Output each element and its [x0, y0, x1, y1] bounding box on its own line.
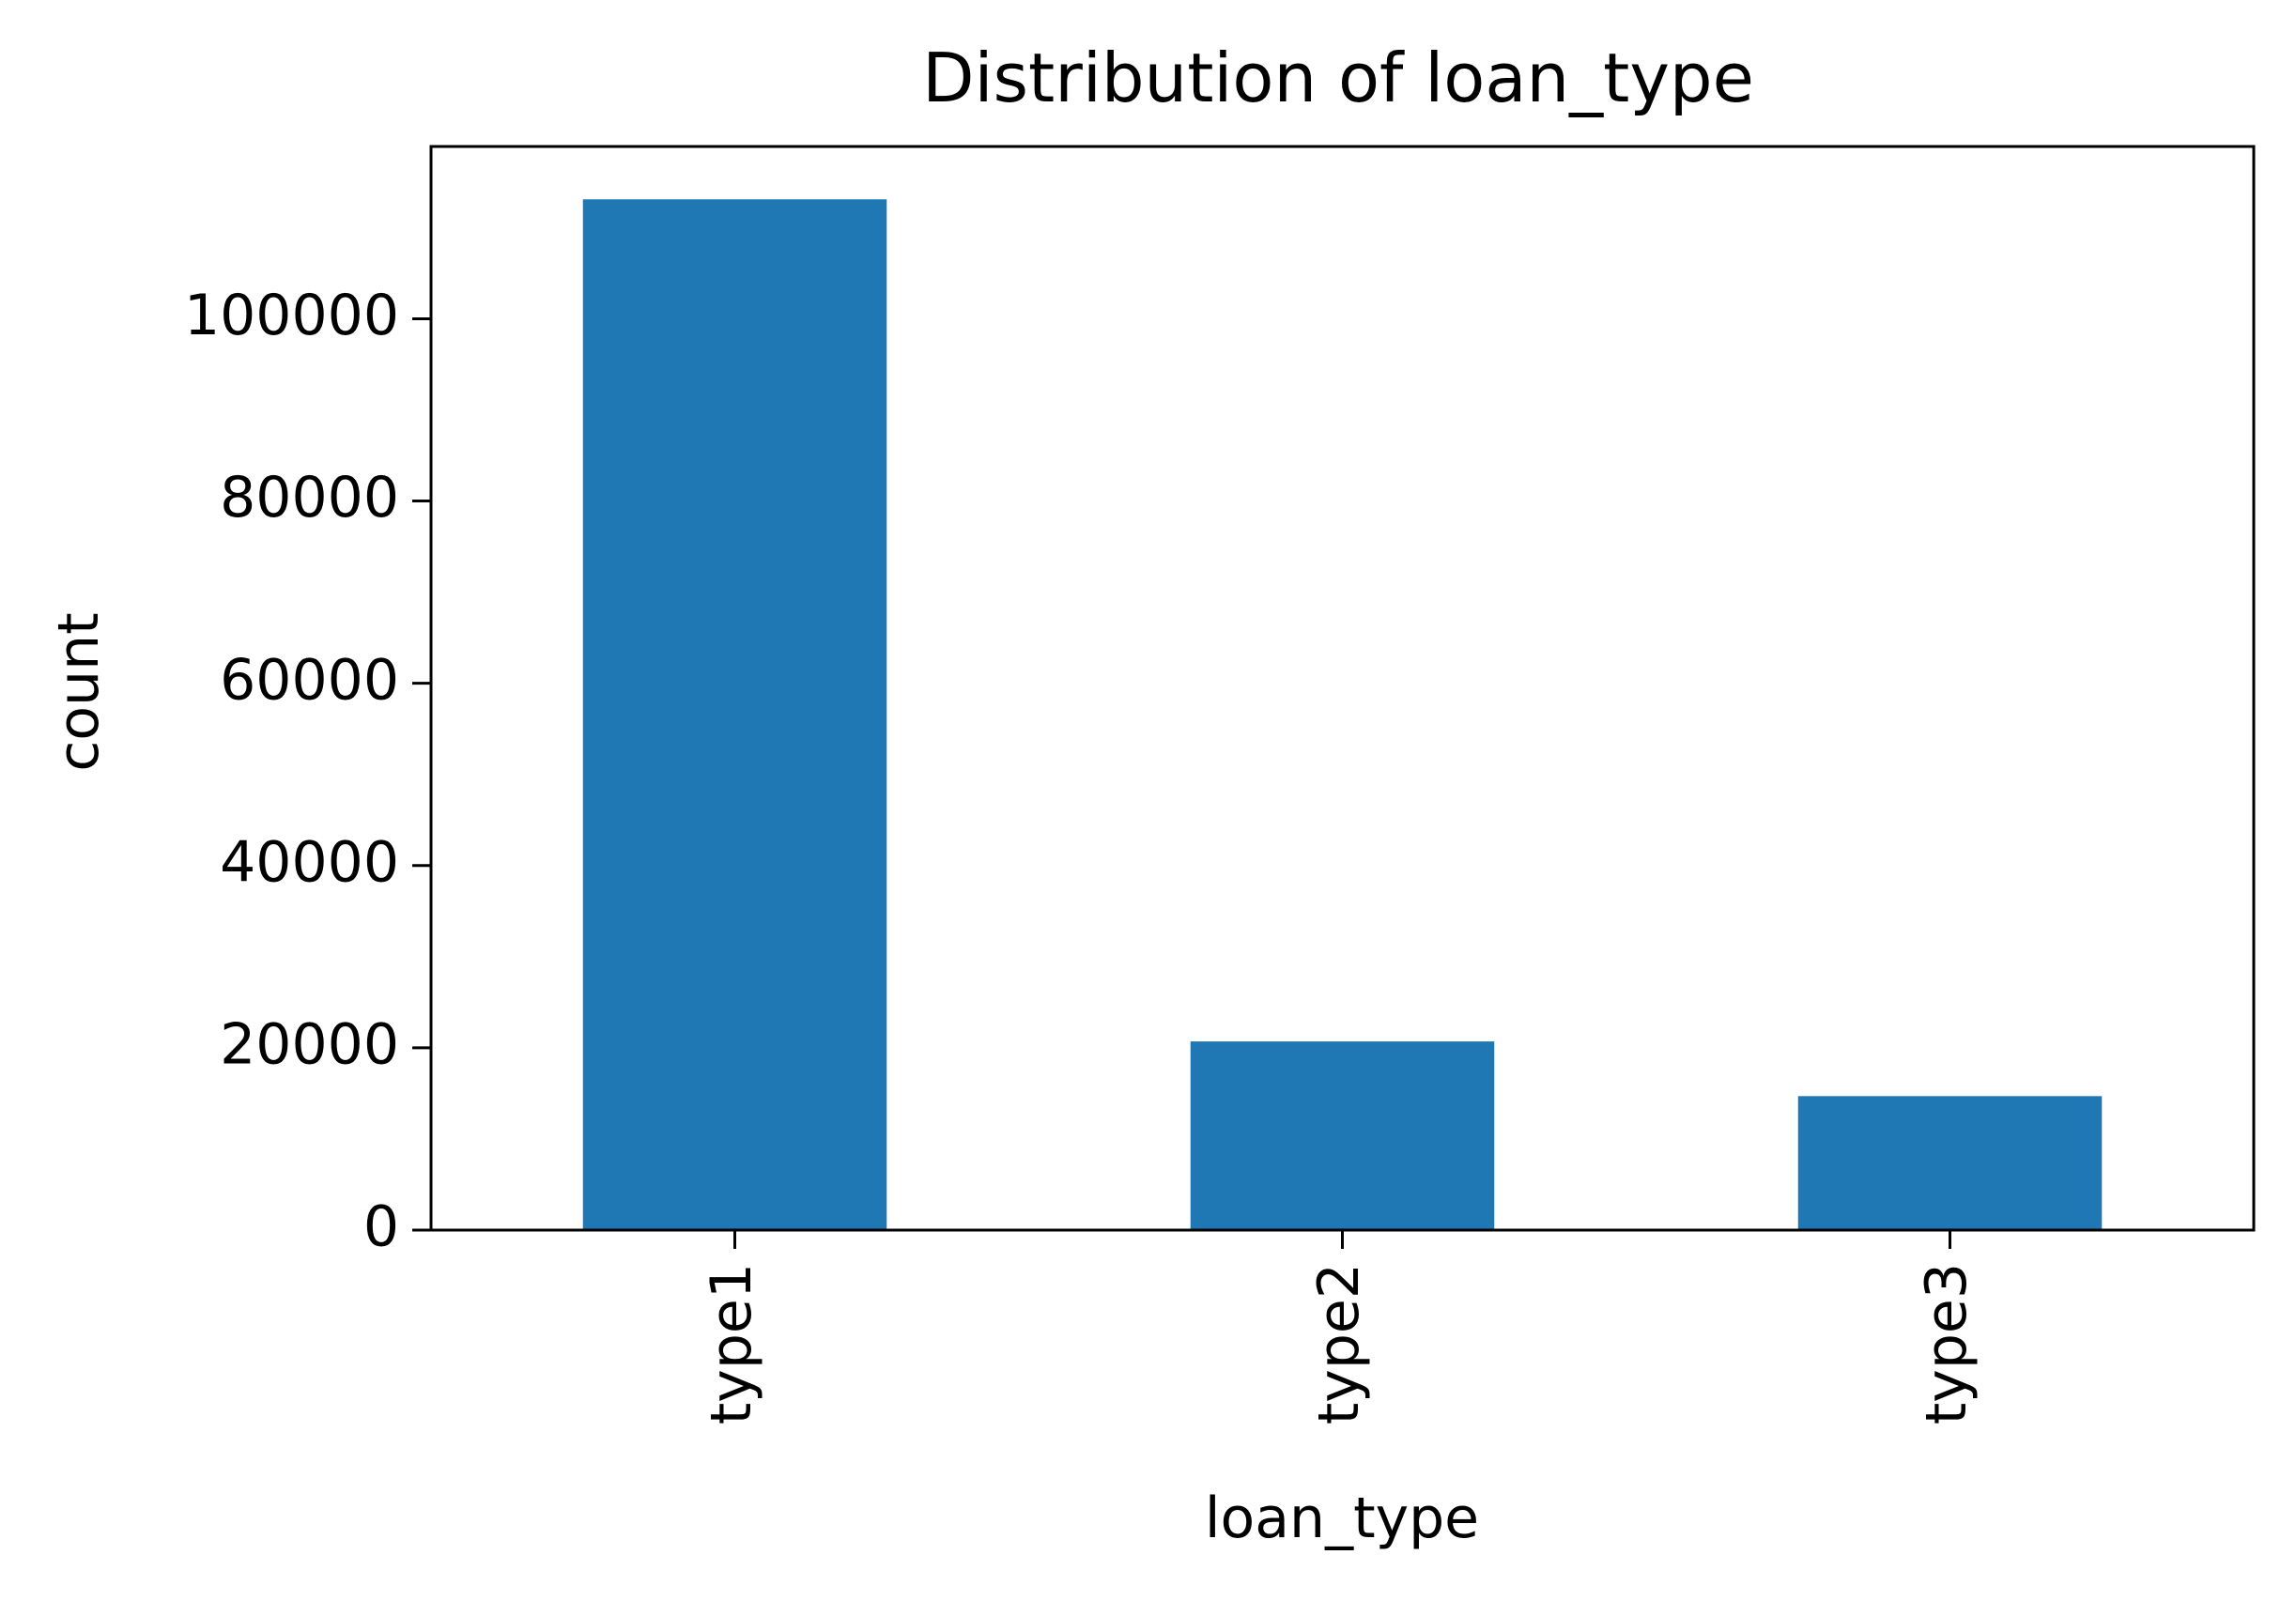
y-tick-label-20000: 20000 — [220, 1011, 399, 1077]
y-axis-label: count — [46, 612, 112, 771]
plot-area — [429, 145, 2256, 1232]
x-tick-label-type1: type1 — [699, 1263, 764, 1424]
y-axis-ticks: 0 20000 40000 60000 80000 100000 — [184, 283, 431, 1260]
y-tick-label-80000: 80000 — [220, 465, 399, 531]
x-axis-label: loan_type — [1205, 1486, 1479, 1551]
x-tick-label-type2: type2 — [1306, 1263, 1372, 1424]
x-axis-ticks: type1 type2 type3 — [699, 1230, 1980, 1424]
bar-type2 — [1190, 1041, 1495, 1230]
y-tick-label-100000: 100000 — [184, 283, 399, 348]
y-tick-label-60000: 60000 — [220, 647, 399, 713]
y-tick-label-40000: 40000 — [220, 829, 399, 895]
y-tick-label-0: 0 — [363, 1194, 399, 1260]
bar-type3 — [1797, 1096, 2103, 1230]
x-tick-label-type3: type3 — [1914, 1263, 1980, 1424]
chart-title: Distribution of loan_type — [922, 38, 1754, 117]
bar-type1 — [582, 199, 887, 1230]
